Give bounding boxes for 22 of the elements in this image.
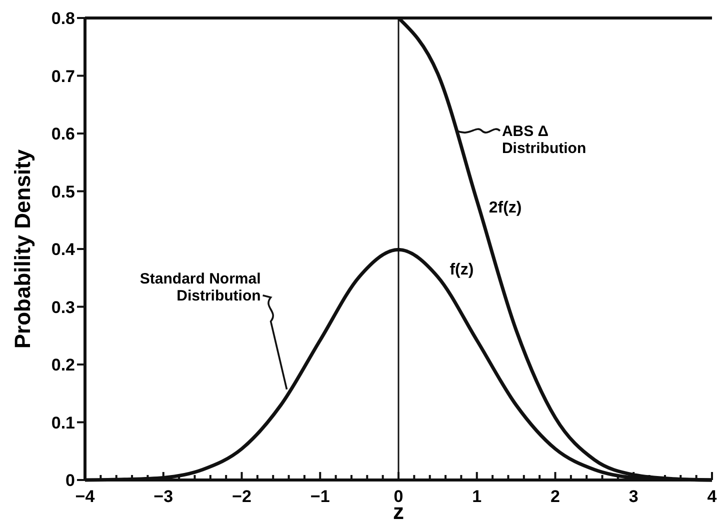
- x-tick-label: −1: [310, 487, 330, 506]
- y-tick-label: 0.4: [51, 240, 76, 259]
- y-tick-label: 0.1: [51, 413, 75, 432]
- x-tick-label: −2: [232, 487, 252, 506]
- x-tick-label: 3: [628, 487, 638, 506]
- x-tick-label: −3: [154, 487, 174, 506]
- y-tick-label: 0.6: [51, 124, 75, 144]
- y-tick-label: 0.7: [51, 66, 75, 86]
- y-tick-label: 0.5: [51, 182, 75, 202]
- x-tick-label: −4: [75, 487, 96, 506]
- annotation: f(z): [450, 262, 474, 279]
- x-tick-label: 1: [472, 487, 482, 506]
- x-tick-label: 4: [707, 487, 718, 506]
- y-tick-label: 0.2: [51, 356, 75, 374]
- y-tick-label: 0.3: [51, 298, 75, 317]
- y-axis-title: Probability Density: [10, 148, 35, 349]
- annotation: 2f(z): [488, 199, 522, 216]
- y-tick-label: 0.8: [51, 9, 75, 28]
- x-tick-label: 2: [550, 487, 560, 506]
- annotation: ABS Δ Distribution: [502, 122, 586, 157]
- annotation: Standard Normal Distribution: [140, 270, 261, 304]
- y-tick-label: 0: [66, 471, 75, 490]
